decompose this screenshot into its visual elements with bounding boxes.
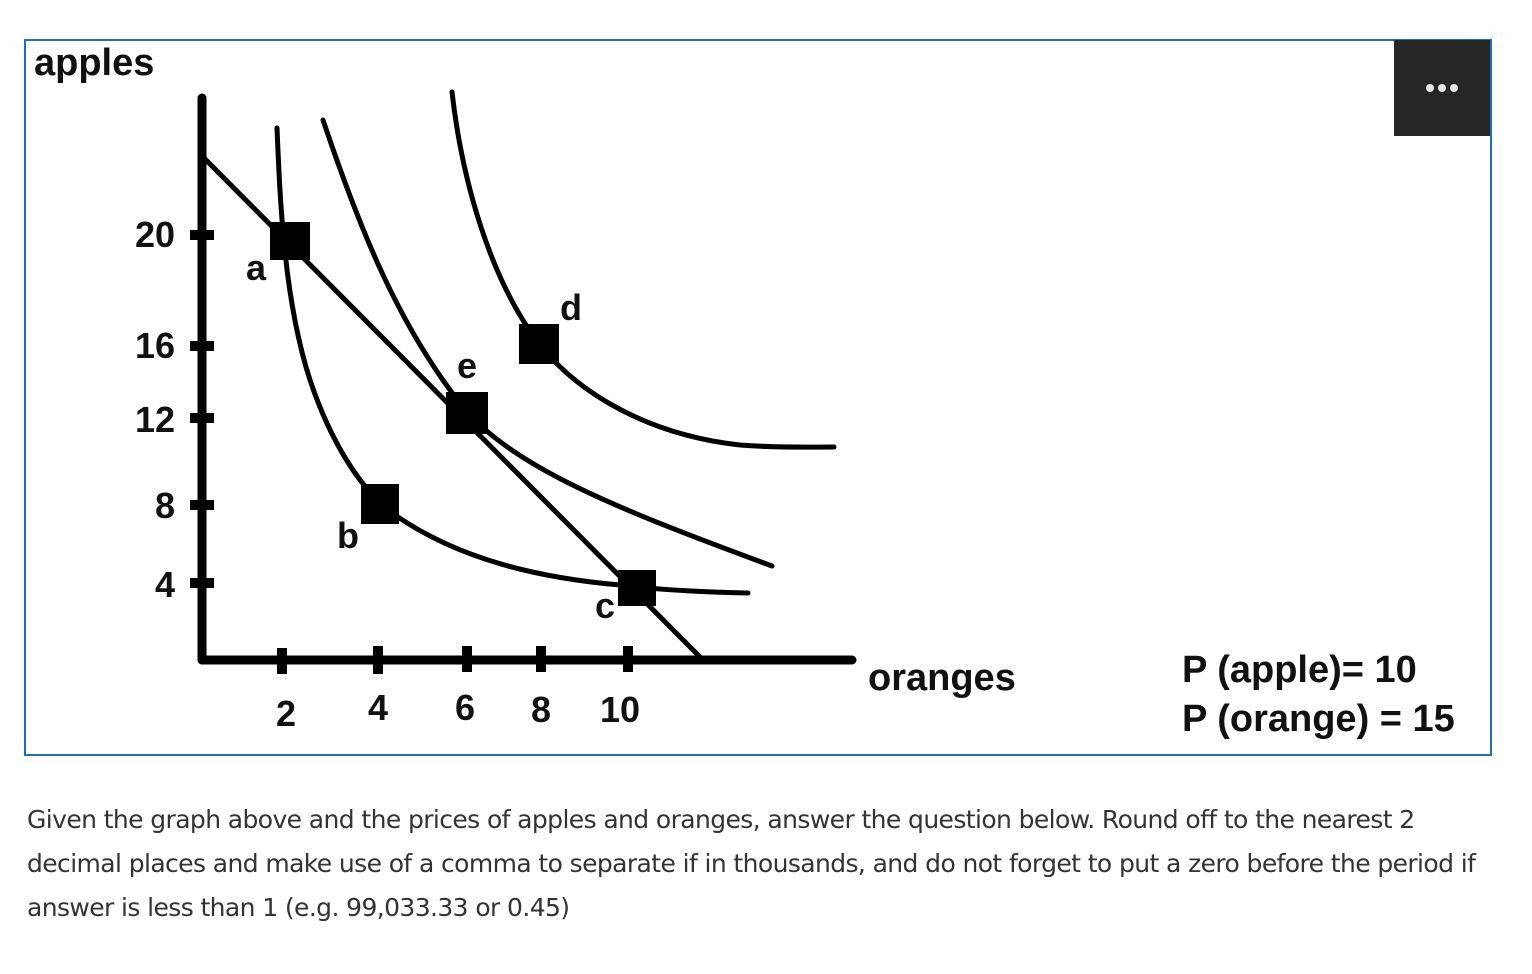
- y-tick-label: 8: [155, 485, 175, 526]
- y-axis-label: apples: [34, 42, 154, 84]
- y-tick-label: 16: [135, 325, 175, 366]
- x-ticks: [277, 646, 633, 674]
- figure-frame: [24, 39, 1492, 756]
- point-c-marker: [618, 570, 656, 606]
- x-tick-label: 8: [531, 689, 551, 730]
- price-orange: P (orange) = 15: [1182, 698, 1455, 740]
- indifference-curve-d: [449, 89, 837, 450]
- x-tick-label: 10: [600, 689, 640, 730]
- question-text: Given the graph above and the prices of …: [27, 805, 1476, 922]
- x-tick-label: 4: [368, 687, 388, 728]
- point-e-marker: [446, 392, 488, 434]
- point-d-marker: [519, 324, 559, 364]
- x-tick-label: 2: [276, 693, 296, 734]
- points: [270, 222, 656, 606]
- y-tick-label: 4: [155, 564, 175, 605]
- x-tick-label: 6: [455, 687, 475, 728]
- point-label-e: e: [457, 345, 477, 386]
- y-tick-labels: 20 16 12 8 4: [135, 214, 175, 605]
- point-label-d: d: [560, 287, 582, 328]
- y-tick-label: 20: [135, 214, 175, 255]
- point-a-marker: [270, 222, 310, 260]
- x-axis-label: oranges: [868, 657, 1016, 699]
- price-apple: P (apple)= 10: [1182, 649, 1417, 691]
- y-ticks: [190, 230, 214, 588]
- ellipsis-icon: [1426, 84, 1458, 92]
- point-labels: a b c d e: [246, 247, 615, 626]
- axes: [197, 93, 857, 665]
- y-tick-label: 12: [135, 399, 175, 440]
- point-b-marker: [361, 484, 399, 524]
- point-label-b: b: [337, 515, 359, 556]
- x-tick-labels: 2 4 6 8 10: [276, 687, 640, 734]
- point-label-c: c: [595, 585, 615, 626]
- point-label-a: a: [246, 247, 267, 288]
- more-options-button[interactable]: [1394, 40, 1490, 136]
